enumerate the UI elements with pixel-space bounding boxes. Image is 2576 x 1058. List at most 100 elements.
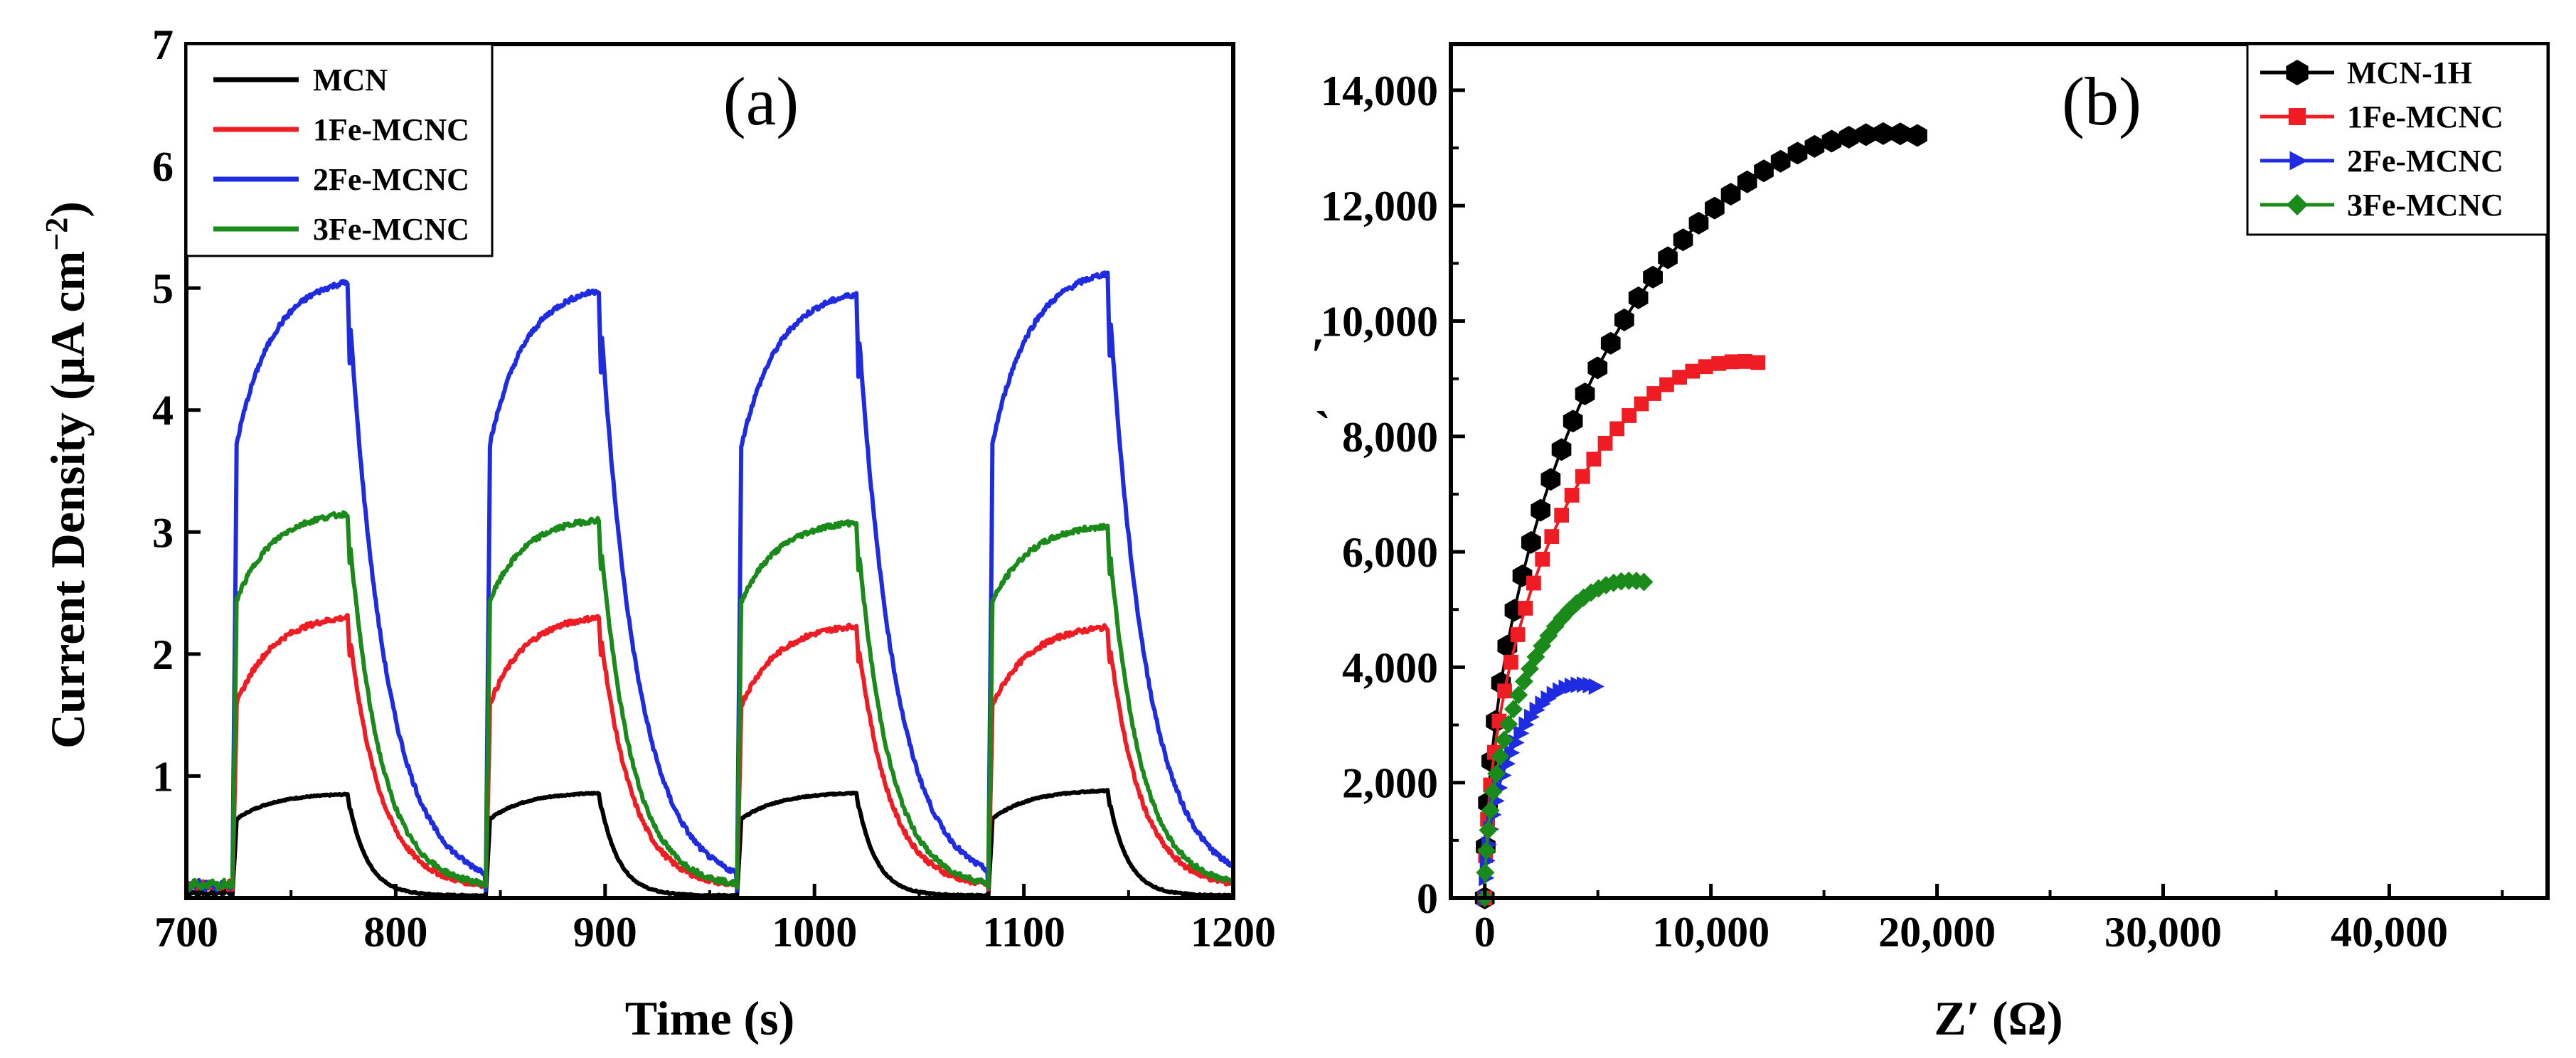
panel-a: 700 800 900 1000 1100 1200 1 2 3 4 5 6 7 Time (s) Cu… — [39, 21, 1276, 1045]
panel-b-marker-1Fe-MCNC — [1659, 377, 1674, 392]
panel-b-marker-MCN-1H — [1907, 124, 1927, 147]
panel-b-marker-3Fe-MCNC — [1499, 715, 1518, 734]
panel-a-ytick-label: 1 — [152, 753, 174, 800]
panel-b-legend-marker — [2289, 108, 2306, 125]
panel-b-ytick-label: 4,000 — [1342, 644, 1438, 691]
panel-b-marker-2Fe-MCNC — [1508, 734, 1525, 752]
panel-b: 0 10,000 20,000 30,000 40,000 0 2,000 4,000 6,00… — [1311, 42, 2550, 1045]
panel-b-marker-1Fe-MCNC — [1622, 408, 1636, 423]
panel-b-ylabel: ′ — [1311, 328, 1324, 382]
panel-b-marker-MCN-1H — [1804, 134, 1825, 158]
panel-b-marker-2Fe-MCNC — [1518, 716, 1535, 733]
panel-b-marker-1Fe-MCNC — [1597, 436, 1613, 451]
panel-b-marker-1Fe-MCNC — [1535, 552, 1550, 567]
panel-a-xtick-label: 800 — [363, 909, 427, 956]
panel-b-marker-1Fe-MCNC — [1544, 529, 1560, 545]
panel-a-ytick-label: 5 — [152, 265, 174, 312]
panel-b-marker-MCN-1H — [1821, 129, 1842, 153]
panel-b-marker-1Fe-MCNC — [1646, 386, 1661, 401]
panel-b-marker-MCN-1H — [1575, 383, 1595, 405]
panel-b-marker-1Fe-MCNC — [1672, 370, 1687, 385]
panel-b-ytick-label: 8,000 — [1342, 414, 1438, 461]
panel-b-legend-label: MCN-1H — [2347, 55, 2472, 90]
panel-b-ticks: 0 10,000 20,000 30,000 40,000 0 2,000 4,000 6,00… — [1321, 68, 2504, 956]
panel-b-marker-MCN-1H — [1856, 123, 1876, 146]
panel-b-marker-MCN-1H — [1720, 183, 1741, 206]
panel-b-marker-1Fe-MCNC — [1518, 601, 1533, 616]
panel-b-marker-1Fe-MCNC — [1564, 488, 1580, 503]
panel-b-legend-label: 1Fe-MCNC — [2347, 100, 2503, 134]
panel-b-marker-3Fe-MCNC — [1484, 782, 1503, 801]
panel-b-marker-MCN-1H — [1540, 468, 1561, 491]
panel-a-series-line-3Fe-MCNC — [184, 510, 1235, 893]
panel-b-marker-3Fe-MCNC — [1479, 821, 1498, 840]
panel-b-marker-1Fe-MCNC — [1634, 396, 1649, 412]
panel-b-marker-2Fe-MCNC — [1513, 725, 1530, 742]
panel-b-marker-MCN-1H — [1614, 308, 1634, 331]
panel-b-legend-marker — [2287, 194, 2308, 215]
panel-b-marker-3Fe-MCNC — [1476, 863, 1495, 882]
panel-a-legend-label: 1Fe-MCNC — [313, 112, 469, 147]
panel-b-marker-MCN-1H — [1600, 331, 1621, 355]
panel-b-marker-MCN-1H — [1658, 246, 1678, 269]
panel-b-marker-1Fe-MCNC — [1497, 683, 1513, 699]
panel-a-ylabel: Current Density (μA cm−2) — [39, 201, 95, 749]
panel-b-legend-label: 2Fe-MCNC — [2347, 144, 2503, 178]
panel-b-marker-MCN-1H — [1628, 286, 1649, 309]
panel-b-series-line-1Fe-MCNC — [1483, 360, 1759, 898]
panel-a-ytick-label: 2 — [152, 631, 174, 678]
panel-b-marker-1Fe-MCNC — [1711, 356, 1727, 371]
panel-b-marker-MCN-1H — [1673, 228, 1693, 252]
panel-a-ytick-label: 7 — [152, 21, 174, 68]
panel-b-xtick-label: 0 — [1474, 909, 1496, 956]
panel-a-label: (a) — [723, 63, 799, 139]
panel-b-marker-3Fe-MCNC — [1494, 730, 1513, 749]
panel-a-ticks: 700 800 900 1000 1100 1200 1 2 3 4 5 6 7 — [152, 21, 1276, 956]
panel-b-marker-MCN-1H — [1688, 211, 1709, 235]
panel-a-ytick-label: 4 — [152, 388, 174, 434]
panel-b-marker-1Fe-MCNC — [1510, 627, 1526, 642]
panel-b-marker-1Fe-MCNC — [1609, 421, 1624, 437]
panel-a-xtick-label: 1200 — [1191, 909, 1276, 956]
panel-b-xtick-label: 10,000 — [1652, 909, 1769, 956]
panel-b-marker-3Fe-MCNC — [1503, 700, 1523, 719]
panel-b-marker-1Fe-MCNC — [1503, 654, 1518, 670]
panel-b-label: (b) — [2062, 63, 2141, 139]
panel-b-ytick-label: 14,000 — [1321, 68, 1438, 114]
panel-b-legend-label: 3Fe-MCNC — [2347, 188, 2503, 223]
panel-b-ytick-label: 10,000 — [1321, 299, 1438, 346]
panel-b-marker-MCN-1H — [1551, 438, 1572, 461]
panel-b-marker-MCN-1H — [1838, 126, 1859, 149]
panel-b-marker-MCN-1H — [1754, 159, 1774, 183]
panel-b-marker-3Fe-MCNC — [1491, 747, 1510, 766]
panel-b-marker-1Fe-MCNC — [1554, 508, 1570, 523]
panel-b-ytick-label: 2,000 — [1342, 760, 1438, 807]
panel-b-marker-1Fe-MCNC — [1575, 469, 1590, 484]
panel-b-series — [1474, 122, 1927, 909]
panel-b-marker-1Fe-MCNC — [1737, 353, 1752, 369]
panel-b-marker-3Fe-MCNC — [1476, 841, 1496, 860]
panel-b-ylabel-mark: ` — [1315, 401, 1331, 455]
panel-b-marker-1Fe-MCNC — [1526, 575, 1541, 591]
panel-a-legend-label: MCN — [313, 63, 388, 97]
panel-a-xtick-label: 1000 — [772, 909, 857, 956]
panel-b-xtick-label: 40,000 — [2331, 909, 2448, 956]
panel-b-marker-1Fe-MCNC — [1750, 355, 1766, 370]
panel-b-marker-1Fe-MCNC — [1698, 359, 1713, 375]
panel-b-marker-3Fe-MCNC — [1481, 801, 1500, 820]
panel-b-marker-3Fe-MCNC — [1634, 572, 1654, 592]
panel-b-marker-2Fe-MCNC — [1588, 678, 1604, 695]
panel-b-ytick-label: 6,000 — [1342, 529, 1438, 576]
panel-b-marker-MCN-1H — [1873, 122, 1893, 145]
panel-b-marker-MCN-1H — [1643, 265, 1663, 289]
panel-a-series-line-2Fe-MCNC — [184, 270, 1235, 893]
panel-b-legend: MCN-1H 1Fe-MCNC 2Fe-MCNC 3Fe-MCNC — [2246, 43, 2549, 236]
panel-b-frame — [1449, 42, 2550, 900]
panel-b-marker-MCN-1H — [1770, 149, 1791, 173]
panel-a-ytick-label: 3 — [152, 509, 174, 556]
panel-a-series-line-1Fe-MCNC — [184, 613, 1235, 892]
panel-b-marker-3Fe-MCNC — [1487, 764, 1506, 784]
panel-a-legend-label: 2Fe-MCNC — [313, 162, 469, 197]
panel-b-ytick-label: 0 — [1417, 875, 1438, 922]
